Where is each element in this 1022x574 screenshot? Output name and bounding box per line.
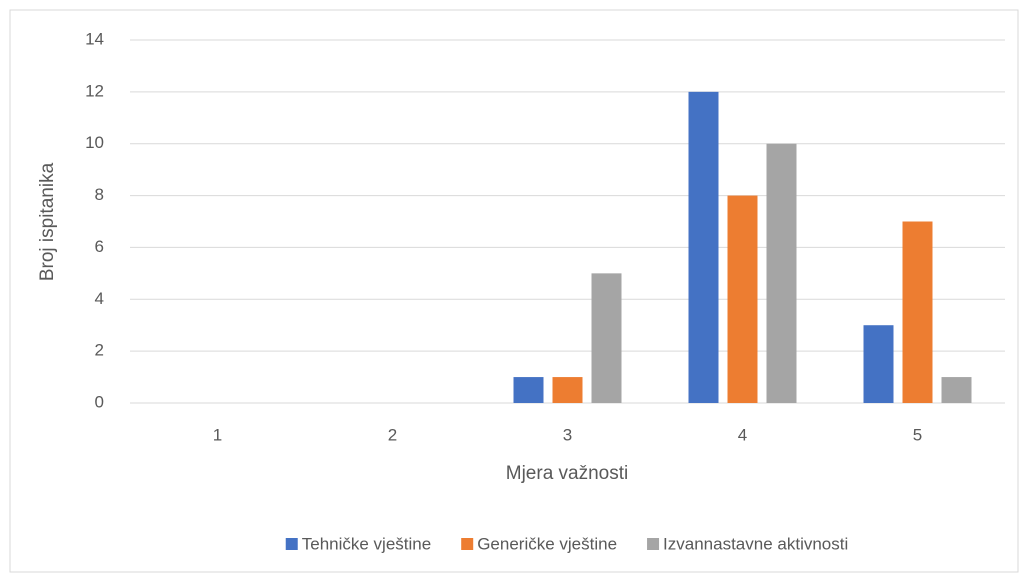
bar	[766, 143, 797, 403]
y-tick-label: 14	[85, 29, 104, 48]
bar	[688, 91, 719, 403]
y-tick-label: 2	[95, 341, 104, 360]
bar	[591, 273, 622, 403]
x-tick-label: 4	[738, 425, 747, 444]
bar	[941, 377, 972, 403]
y-tick-label: 6	[95, 237, 104, 256]
x-tick-label: 5	[913, 425, 922, 444]
x-tick-label: 2	[388, 425, 397, 444]
bar	[902, 221, 933, 403]
legend-label: Generičke vještine	[477, 534, 617, 553]
y-tick-label: 10	[85, 133, 104, 152]
x-tick-label: 3	[563, 425, 572, 444]
y-tick-label: 12	[85, 81, 104, 100]
bar	[513, 377, 544, 403]
legend-label: Izvannastavne aktivnosti	[663, 534, 848, 553]
y-tick-label: 8	[95, 185, 104, 204]
legend-swatch	[461, 538, 474, 550]
y-tick-label: 0	[95, 392, 104, 411]
legend-swatch	[647, 538, 660, 550]
x-tick-label: 1	[213, 425, 222, 444]
legend-swatch	[285, 538, 298, 550]
y-tick-label: 4	[95, 289, 104, 308]
bar	[863, 325, 894, 403]
bar	[552, 377, 583, 403]
chart-border	[9, 9, 1019, 573]
bar	[727, 195, 758, 403]
x-axis-title: Mjera važnosti	[506, 463, 629, 484]
y-axis-title: Broj ispitanika	[37, 162, 58, 281]
legend-label: Tehničke vještine	[302, 534, 431, 553]
